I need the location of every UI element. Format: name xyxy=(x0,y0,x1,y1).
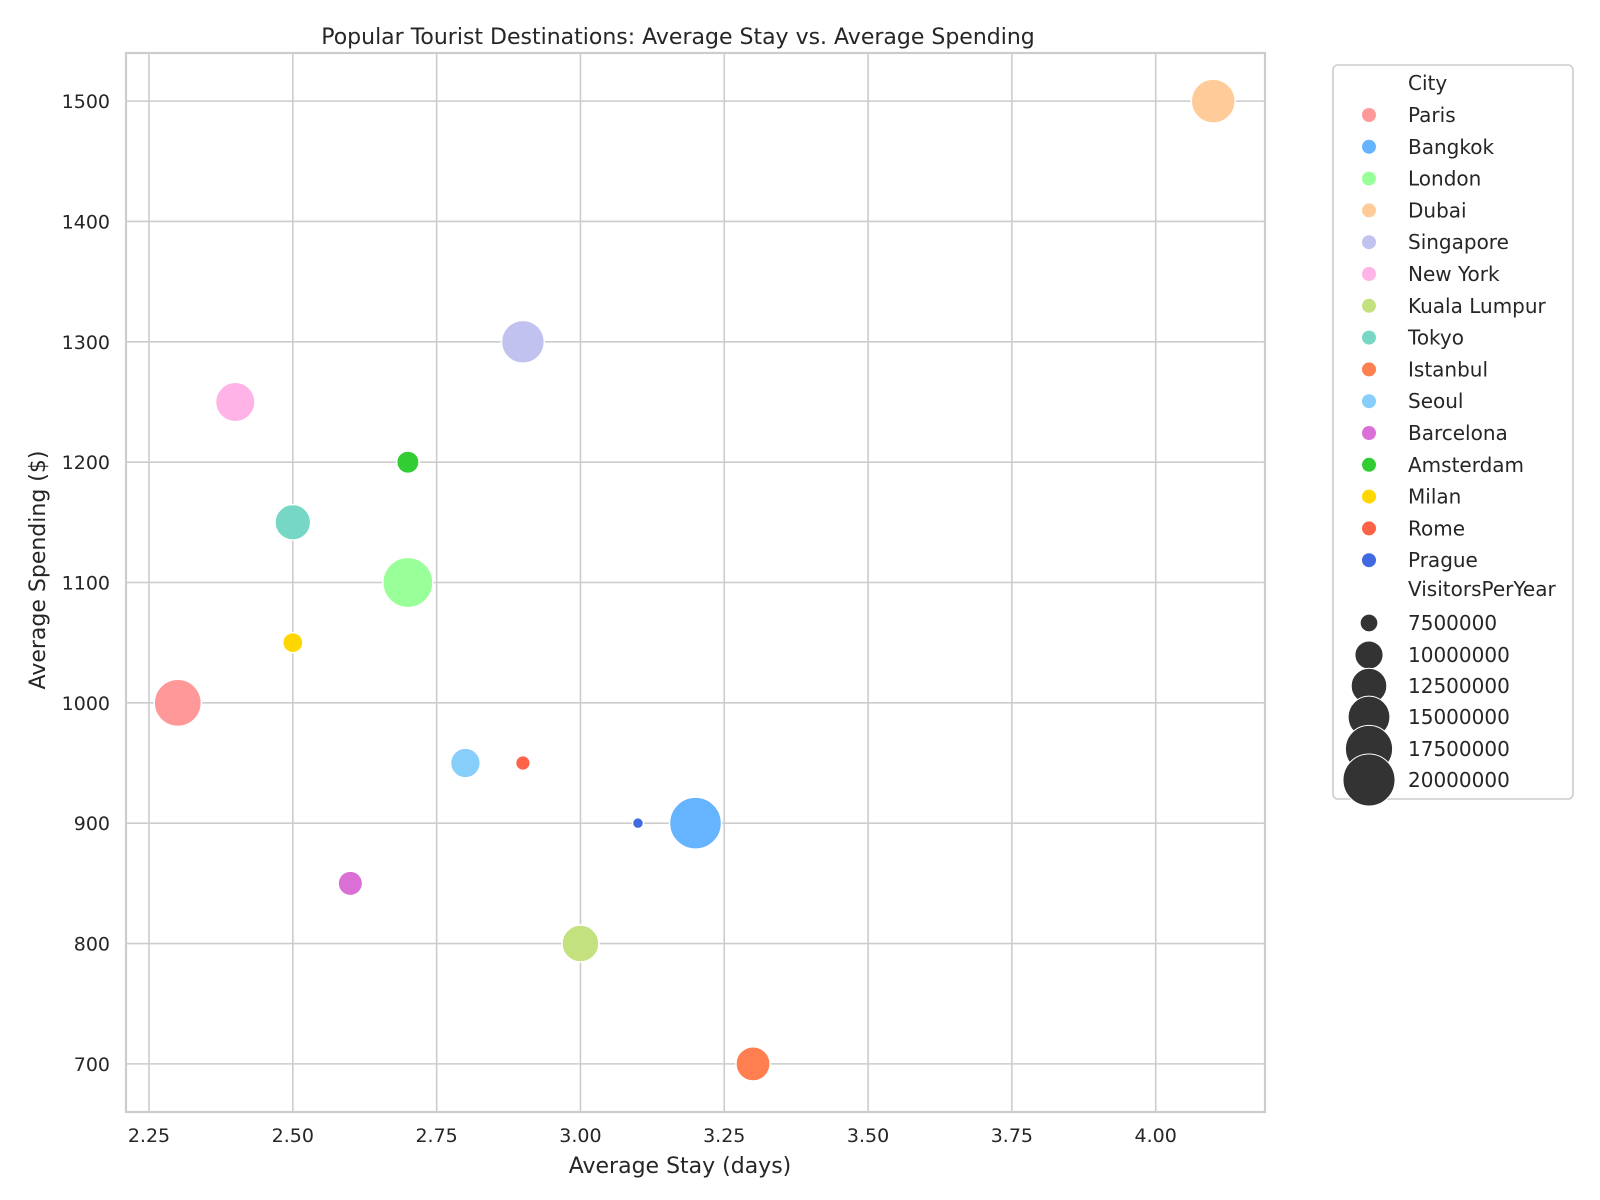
legend-hue-title: City xyxy=(1408,71,1447,95)
legend-marker xyxy=(1362,108,1376,122)
legend-marker xyxy=(1362,203,1376,218)
legend-marker xyxy=(1362,426,1376,440)
data-point xyxy=(153,678,203,728)
legend-size-label: 20000000 xyxy=(1408,768,1510,792)
x-tick-label: 2.75 xyxy=(415,1125,457,1147)
y-tick-label: 1100 xyxy=(62,573,110,595)
legend-size-marker xyxy=(1354,640,1384,670)
y-tick-label: 1200 xyxy=(62,452,110,474)
legend-city-items: Paris Bangkok London Dubai Singapore New York… xyxy=(1362,103,1547,572)
legend-city-label: Amsterdam xyxy=(1408,453,1524,477)
legend-size-label: 7500000 xyxy=(1408,611,1497,635)
data-point xyxy=(274,503,312,541)
legend-city-label: Bangkok xyxy=(1408,135,1494,159)
data-point xyxy=(449,747,482,779)
grid-layer xyxy=(126,53,1265,1112)
legend-city-label: Tokyo xyxy=(1407,326,1464,350)
x-tick-label: 3.25 xyxy=(703,1125,745,1147)
x-tick-label: 2.50 xyxy=(272,1125,314,1147)
x-tick-label: 2.25 xyxy=(128,1125,170,1147)
legend-marker xyxy=(1362,267,1376,281)
y-tick-label: 800 xyxy=(74,934,110,956)
legend: City Paris Bangkok London Dubai Singapore New… xyxy=(1332,64,1574,807)
legend-marker xyxy=(1362,521,1376,536)
legend-size-marker xyxy=(1342,753,1396,807)
legend-marker xyxy=(1362,457,1376,472)
legend-size-items: 7500000 10000000 12500000 15000000 17500000 2… xyxy=(1342,611,1510,807)
legend-city-label: Milan xyxy=(1408,485,1461,509)
legend-marker xyxy=(1362,553,1376,568)
x-tick-label: 4.00 xyxy=(1135,1125,1177,1147)
legend-marker xyxy=(1362,330,1376,345)
legend-marker xyxy=(1362,171,1376,186)
y-tick-label: 1500 xyxy=(62,91,110,113)
legend-marker xyxy=(1362,489,1376,504)
x-tick-label: 3.75 xyxy=(991,1125,1033,1147)
data-point xyxy=(395,450,420,475)
legend-marker xyxy=(1362,235,1376,250)
legend-city-label: Kuala Lumpur xyxy=(1408,294,1547,318)
legend-city-label: Barcelona xyxy=(1408,421,1508,445)
legend-size-label: 10000000 xyxy=(1408,643,1510,667)
legend-marker xyxy=(1362,139,1376,154)
y-tick-label: 1000 xyxy=(62,693,110,715)
legend-city-label: Rome xyxy=(1408,516,1465,540)
data-point xyxy=(561,924,600,963)
legend-marker xyxy=(1362,362,1376,377)
x-axis-label: Average Stay (days) xyxy=(569,1154,792,1179)
data-point xyxy=(214,381,256,423)
legend-city-label: Istanbul xyxy=(1408,357,1488,381)
legend-frame xyxy=(1332,64,1574,800)
points-layer xyxy=(153,78,1236,1082)
data-point xyxy=(500,319,546,365)
legend-city-label: London xyxy=(1408,167,1481,191)
y-tick-label: 900 xyxy=(74,813,110,835)
legend-size-title: VisitorsPerYear xyxy=(1408,577,1556,601)
data-point xyxy=(1190,78,1236,124)
legend-city-label: Prague xyxy=(1408,548,1478,572)
y-axis-label: Average Spending ($) xyxy=(26,451,51,690)
y-tick-label: 1300 xyxy=(62,332,110,354)
data-point xyxy=(668,796,723,850)
data-point xyxy=(281,631,304,654)
legend-marker xyxy=(1362,394,1376,409)
legend-city-label: New York xyxy=(1408,262,1500,286)
plot-frame xyxy=(124,51,1267,1114)
legend-marker xyxy=(1362,298,1376,313)
data-point xyxy=(735,1045,771,1082)
legend-city-label: Seoul xyxy=(1408,389,1463,413)
chart-title: Popular Tourist Destinations: Average St… xyxy=(321,25,1035,50)
data-point xyxy=(382,556,434,609)
legend-city-label: Dubai xyxy=(1408,198,1467,222)
y-tick-label: 700 xyxy=(74,1054,110,1076)
legend-size-label: 15000000 xyxy=(1408,705,1510,729)
x-tick-label: 3.50 xyxy=(847,1125,889,1147)
data-point xyxy=(337,870,364,897)
legend-size-marker xyxy=(1359,613,1379,633)
legend-city-label: Singapore xyxy=(1408,230,1509,254)
legend-size-label: 12500000 xyxy=(1408,674,1510,698)
axes-layer: 2.25 2.50 2.75 3.00 3.25 3.50 3.75 4.00 700 800 90… xyxy=(62,51,1267,1147)
legend-city-label: Paris xyxy=(1408,103,1456,127)
y-tick-label: 1400 xyxy=(62,211,110,233)
data-point xyxy=(514,754,532,772)
legend-size-label: 17500000 xyxy=(1408,737,1510,761)
data-point xyxy=(631,816,645,830)
x-tick-label: 3.00 xyxy=(559,1125,601,1147)
